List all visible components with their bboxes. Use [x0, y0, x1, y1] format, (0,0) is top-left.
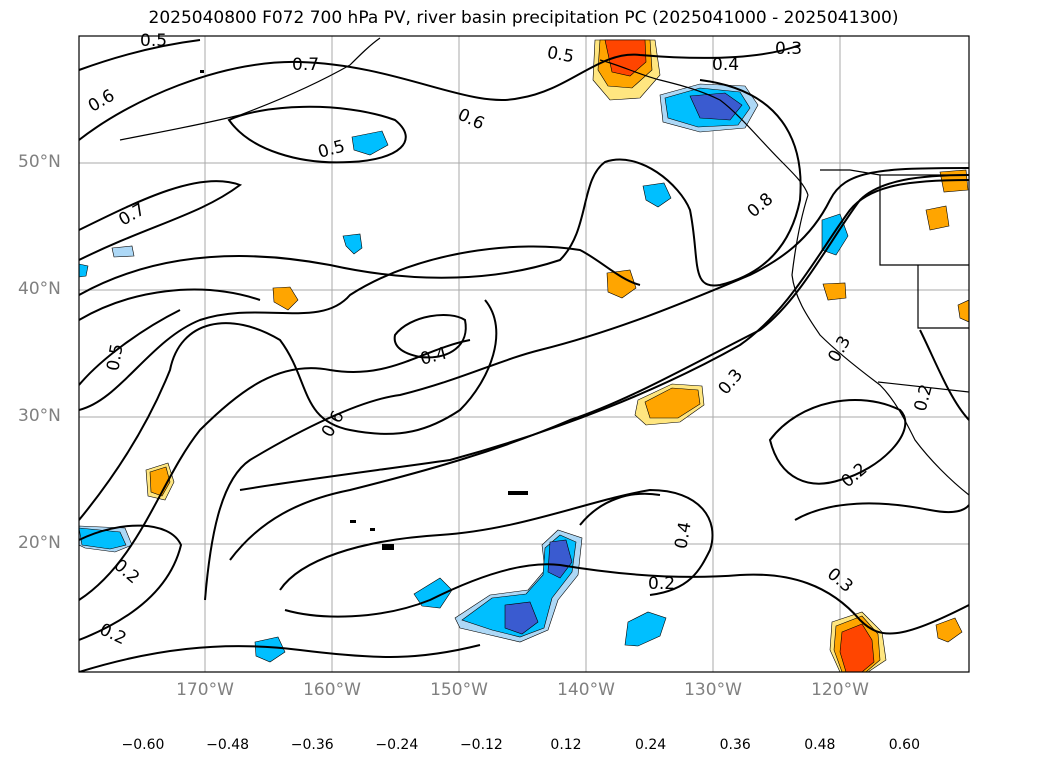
colorbar-tick-label: 0.60: [888, 737, 920, 753]
colorbar-tick-label: −0.12: [459, 737, 503, 753]
lon-label-120w: 120°W: [811, 680, 869, 700]
islands: [200, 70, 528, 550]
precip-blob-40n-orange: [606, 269, 637, 299]
precip-blob-13n-blue: [624, 611, 667, 647]
lon-label-150w: 150°W: [430, 680, 488, 700]
precip-blob-ne-orange2: [925, 205, 950, 231]
contour-label: 0.5: [103, 342, 127, 372]
precip-blob-12n-red-core: [839, 623, 875, 672]
lat-label-50n: 50°N: [18, 152, 61, 172]
lat-label-40n: 40°N: [18, 279, 61, 299]
precip-blob-39n-orange: [272, 286, 299, 311]
precip-blob-ak-red: [604, 39, 647, 77]
map-frame: [78, 35, 970, 673]
colorbar-tick-label: −0.60: [121, 737, 165, 753]
colorbar-tick-label: 0.36: [719, 737, 751, 753]
lon-label-140w: 140°W: [557, 680, 615, 700]
lon-label-130w: 130°W: [684, 680, 742, 700]
precip-blob-41n-blue-left: [79, 263, 89, 278]
precip-blob-43n-blue: [111, 245, 135, 258]
lat-label-30n: 30°N: [18, 406, 61, 426]
precip-blob-53n-blue: [351, 130, 389, 156]
precip-blob-13n-orange-right: [935, 617, 963, 643]
colorbar-tick-label: 0.24: [635, 737, 667, 753]
precip-blob-wc-orange: [822, 282, 847, 301]
precip-blob-15n-main-cyan: [461, 534, 577, 638]
gridlines: [79, 36, 969, 672]
map-title: 2025040800 F072 700 hPa PV, river basin …: [148, 8, 899, 28]
contour-label: 0.4: [712, 55, 739, 75]
colorbar-tick-label: 0.48: [804, 737, 836, 753]
precip-blob-ne-orange3: [957, 299, 969, 323]
precip-blob-44n-blue: [342, 233, 363, 255]
contour-label: 0.2: [648, 574, 675, 594]
lat-label-20n: 20°N: [18, 533, 61, 553]
contour-label: 0.5: [140, 31, 167, 51]
colorbar-tick-label: 0.12: [550, 737, 582, 753]
precip-blob-15n-main-dark2: [504, 601, 539, 635]
contour-label: 0.4: [671, 520, 695, 550]
colorbar-tick-label: −0.24: [375, 737, 419, 753]
colorbar-tick-label: −0.36: [290, 737, 334, 753]
lon-label-160w: 160°W: [303, 680, 361, 700]
colorbar-tick-label: −0.48: [206, 737, 250, 753]
lon-label-170w: 170°W: [176, 680, 234, 700]
contour-label: 0.3: [775, 39, 802, 59]
precip-blob-bc-dark: [689, 92, 743, 121]
precip-blob-25n-orange-core: [149, 466, 171, 497]
map-canvas: 0.5 0.7 0.6 0.5 0.5 0.4 0.3 0.6 0.7 0.5 …: [78, 31, 970, 673]
pv-contours: [79, 39, 969, 672]
contour-label: 0.7: [292, 55, 319, 75]
precipitation-fills: [79, 39, 969, 672]
precip-blob-31n-orange-core: [644, 387, 701, 419]
precip-blob-10n-blue: [254, 636, 286, 663]
precip-blob-15n-main-dark1: [547, 539, 573, 579]
contour-label: 0.5: [545, 43, 575, 67]
precip-blob-20n-cyan: [79, 527, 127, 550]
precip-blob-47n-blue: [642, 182, 672, 208]
coastlines: [119, 37, 969, 496]
